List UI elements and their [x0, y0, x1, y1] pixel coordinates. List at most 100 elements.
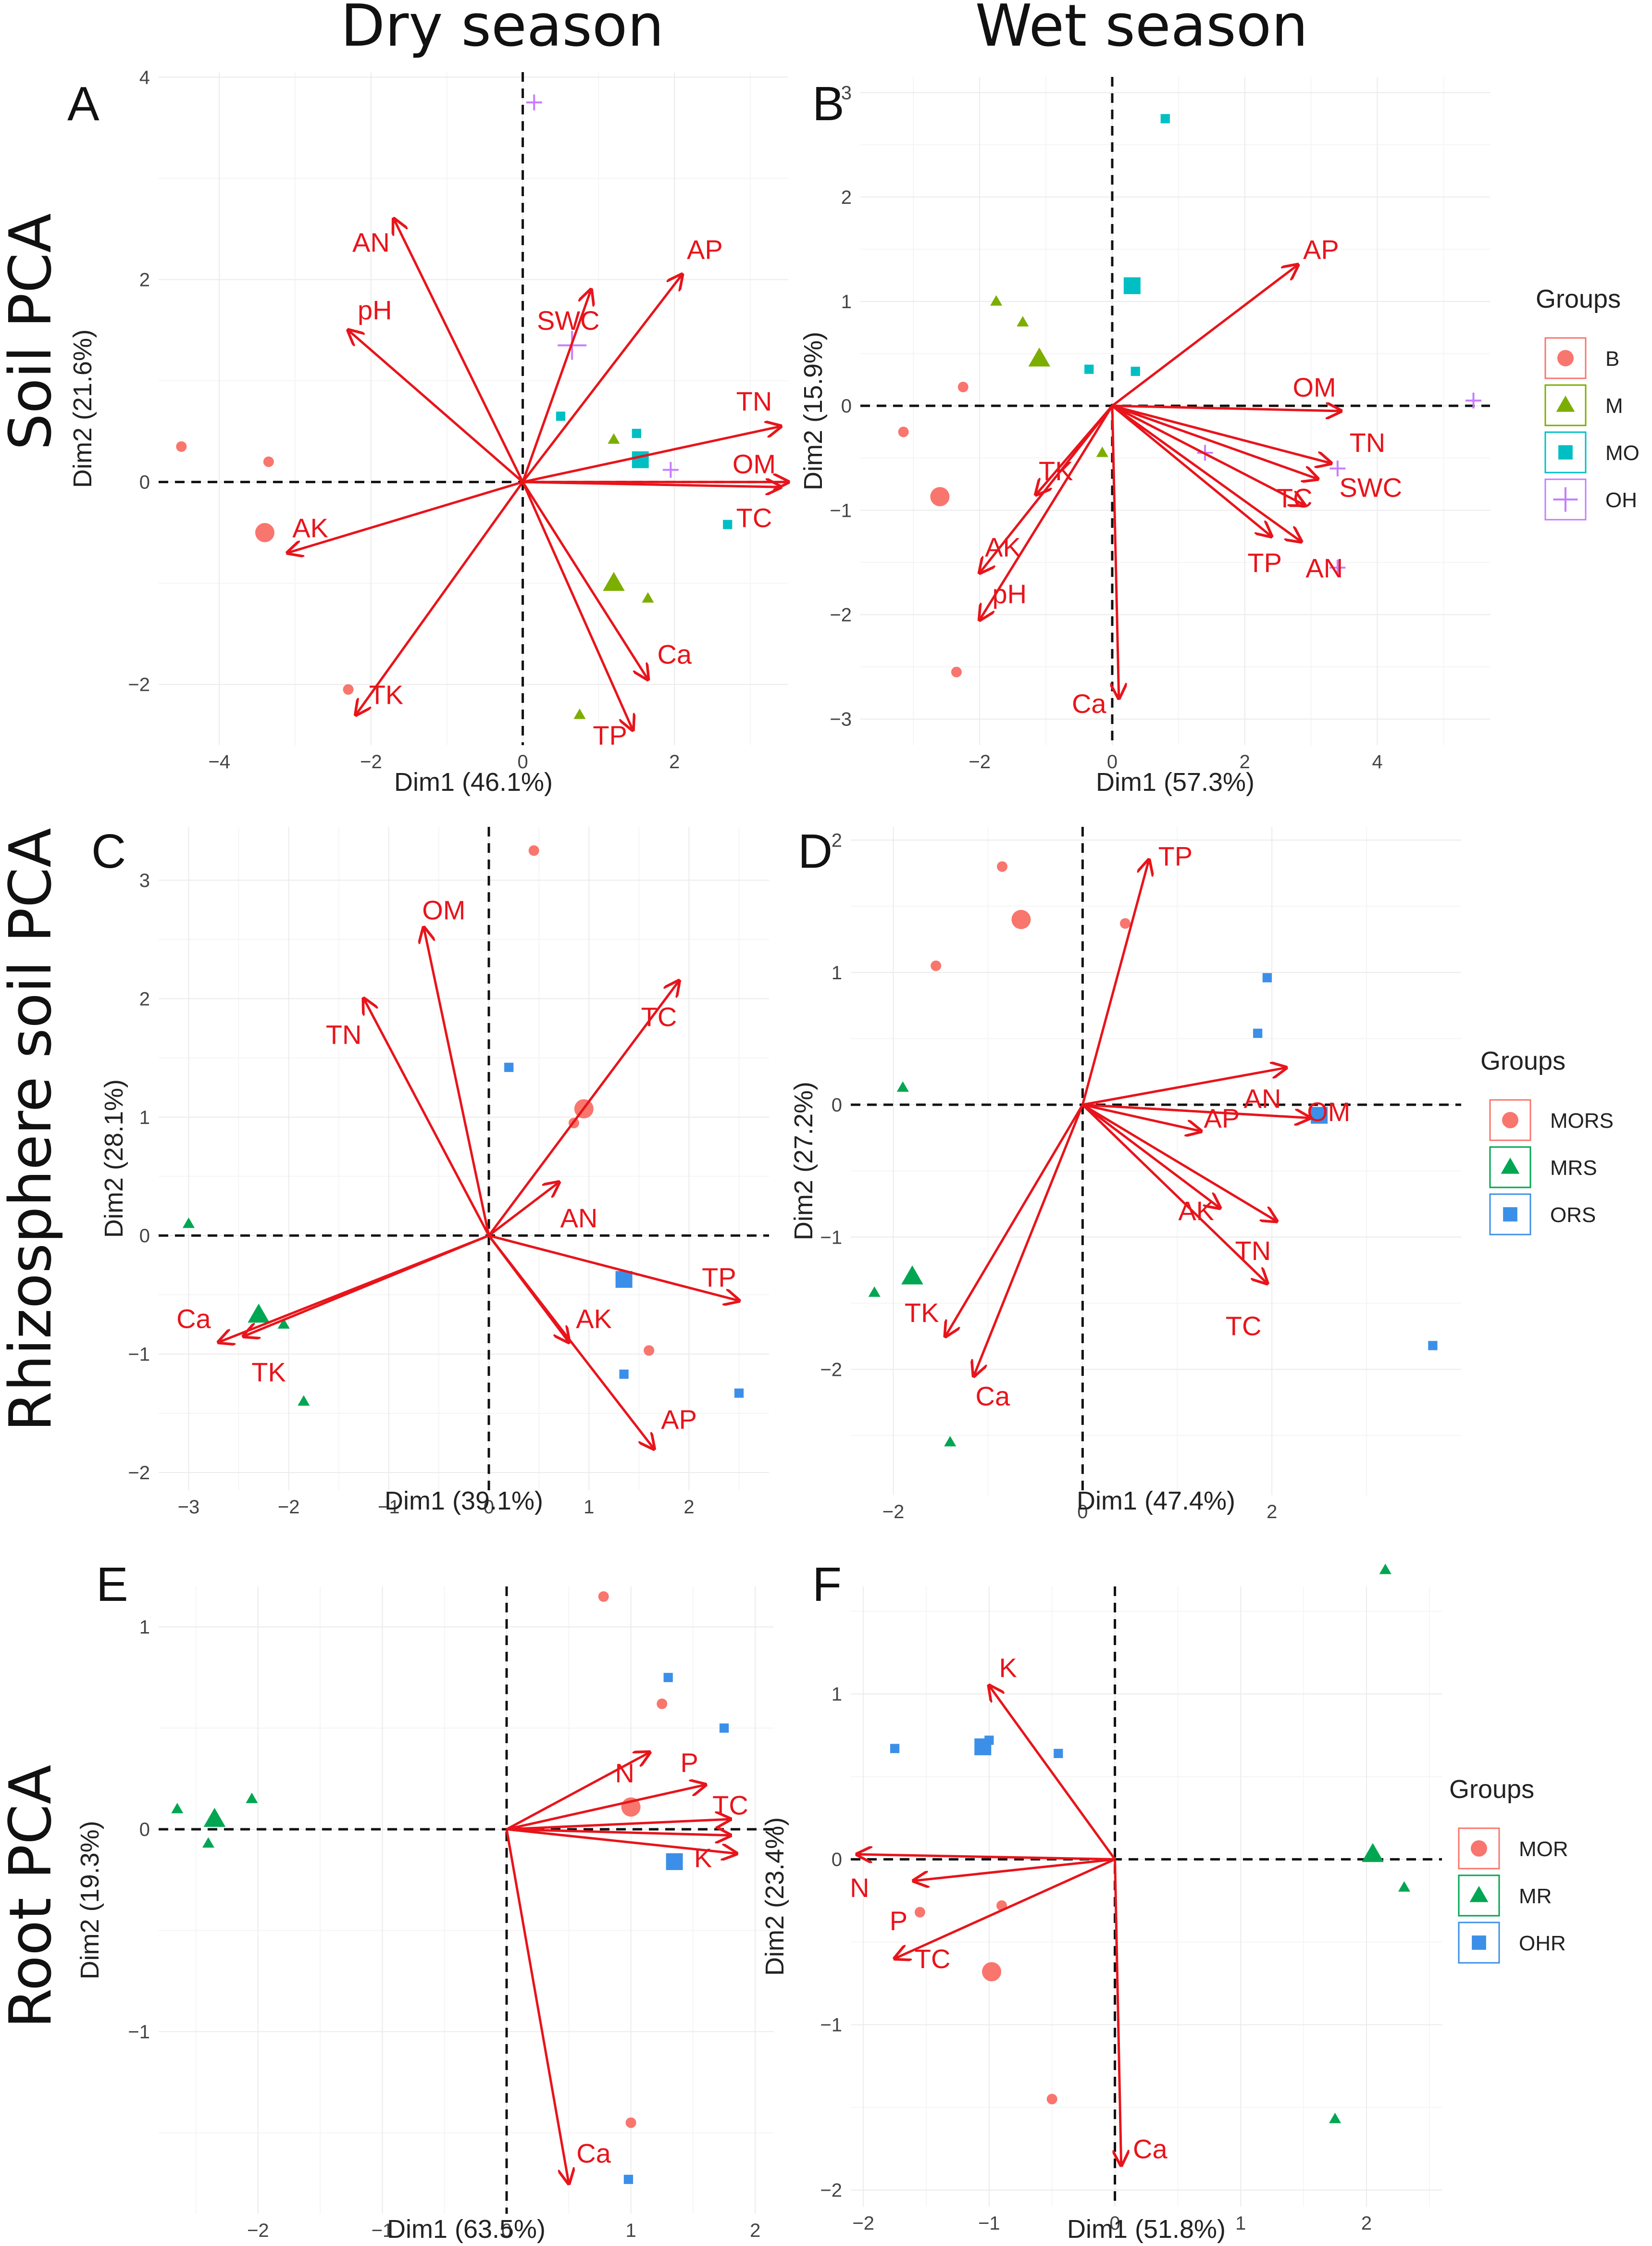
arrow-label-tc: TC — [1277, 483, 1313, 513]
arrow-label-tp: TP — [1247, 548, 1282, 578]
panels: −4 −2 0 2 −2 0 2 4 AN pH AP SWC TN OM TC AK TK Ca TP A Dim1 … — [67, 67, 1490, 2244]
arrow-an — [1082, 1068, 1286, 1106]
x-tick-label: 2 — [669, 751, 680, 773]
arrow-label-k: K — [999, 1653, 1017, 1683]
arrow-an — [488, 1182, 559, 1237]
arrow-label-ca: Ca — [657, 639, 692, 670]
legend-item-label: MOR — [1519, 1837, 1568, 1861]
legend-swatch-ohr — [1472, 1935, 1486, 1950]
y-tick-label: 2 — [832, 830, 842, 851]
arrow-label-ak: AK — [1178, 1196, 1214, 1226]
x-tick-label: 0 — [484, 1497, 494, 1518]
point-ohr — [719, 1723, 729, 1733]
legend-soil: Groups BM MO OH — [1536, 285, 1640, 521]
x-tick-label: −2 — [852, 2213, 874, 2234]
x-tick-label: 0 — [1107, 751, 1118, 773]
y-tick-label: 2 — [841, 187, 852, 208]
y-tick-label: −1 — [830, 500, 852, 521]
y-tick-label: 0 — [841, 396, 852, 417]
point-mors — [931, 961, 942, 972]
arrow-label-ph: pH — [992, 579, 1027, 609]
point-mr — [246, 1793, 258, 1803]
arrow-ca — [505, 1829, 569, 2184]
arrow-label-swc: SWC — [1339, 473, 1402, 503]
point-b — [898, 426, 909, 437]
panel-d: −2 0 2 −2 −1 0 1 2 TP AN OM AP AK TN TC TK Ca D Dim1 (47.4… — [789, 824, 1461, 1522]
point-mo-centroid — [632, 451, 649, 468]
point-oh — [662, 462, 679, 478]
legend-item-label: MO — [1605, 441, 1640, 465]
y-tick-label: −2 — [820, 1360, 842, 1381]
arrow-label-om: OM — [733, 449, 776, 479]
point-ohr — [663, 1672, 673, 1683]
arrow-tn — [1112, 404, 1331, 463]
arrow-label-k: K — [694, 1843, 712, 1873]
x-tick-label: −2 — [882, 1501, 905, 1522]
y-tick-label: 1 — [139, 1107, 150, 1128]
arrow-label-tn: TN — [1350, 427, 1386, 458]
x-axis-title: Dim1 (46.1%) — [394, 768, 553, 797]
arrow-om — [1112, 406, 1341, 411]
arrow-an — [394, 219, 524, 483]
point-b-centroid — [930, 487, 950, 507]
panel-label-e: E — [96, 1558, 128, 1611]
point-oh — [526, 94, 542, 111]
legend-title: Groups — [1449, 1775, 1534, 1804]
arrow-ak — [287, 481, 523, 553]
point-m-centroid — [603, 572, 625, 591]
arrow-label-ap: AP — [687, 234, 723, 264]
arrow-tn — [1082, 1103, 1277, 1221]
panel-label-f: F — [812, 1558, 842, 1611]
point-ors — [1428, 1341, 1438, 1350]
y-axis-title: Dim2 (15.9%) — [799, 332, 828, 490]
x-tick-label: 0 — [501, 2220, 512, 2241]
legend-item-label: M — [1605, 394, 1623, 418]
arrow-tc — [522, 482, 781, 487]
legend-swatch-b — [1557, 350, 1574, 366]
point-mor — [914, 1907, 925, 1918]
arrow-label-tk: TK — [905, 1298, 939, 1328]
arrow-tk — [945, 1104, 1084, 1336]
arrow-label-om: OM — [1292, 372, 1336, 402]
point-ors — [734, 1388, 744, 1398]
arrow-label-tp: TP — [702, 1262, 736, 1292]
arrow-label-ca: Ca — [576, 2138, 611, 2169]
point-mrs-centroid — [901, 1265, 923, 1285]
legend-swatch-mors — [1502, 1112, 1518, 1128]
point-b — [951, 666, 962, 677]
arrow-label-tc: TC — [712, 1790, 748, 1821]
panel-label-a: A — [67, 77, 99, 131]
y-axis-title: Dim2 (28.1%) — [99, 1079, 128, 1238]
point-m — [608, 433, 620, 444]
point-b — [263, 456, 274, 467]
arrow-label-tc: TC — [641, 1001, 677, 1032]
point-mrs — [298, 1395, 310, 1406]
arrow-label-ak: AK — [292, 512, 328, 543]
legend-title: Groups — [1536, 285, 1621, 313]
point-b — [957, 382, 969, 393]
point-ors-centroid — [615, 1271, 633, 1288]
legend-swatch-mrs — [1501, 1157, 1520, 1174]
arrow-ak — [980, 405, 1113, 573]
arrow-label-ak: AK — [985, 532, 1021, 562]
arrow-ph — [348, 330, 524, 483]
point-mo — [1084, 364, 1094, 374]
point-m — [1096, 446, 1108, 457]
x-tick-label: −3 — [178, 1497, 200, 1518]
arrow-label-tn: TN — [326, 1019, 362, 1049]
point-m — [642, 592, 654, 603]
x-tick-label: 4 — [1372, 751, 1382, 773]
point-mors — [1120, 918, 1131, 929]
arrow-ca — [974, 1104, 1084, 1376]
x-tick-label: 0 — [1077, 1501, 1088, 1522]
y-tick-label: −2 — [830, 605, 852, 626]
y-tick-label: 0 — [139, 1819, 150, 1840]
y-tick-label: 3 — [139, 870, 150, 891]
point-mo — [632, 428, 641, 438]
panel-label-d: D — [798, 824, 832, 878]
y-tick-label: 1 — [841, 291, 852, 312]
arrow-tp — [522, 481, 633, 730]
legend-item-label: MORS — [1550, 1109, 1614, 1133]
point-mor — [625, 2117, 636, 2128]
legend-rhizo: Groups MORS MRS ORS — [1480, 1047, 1614, 1235]
